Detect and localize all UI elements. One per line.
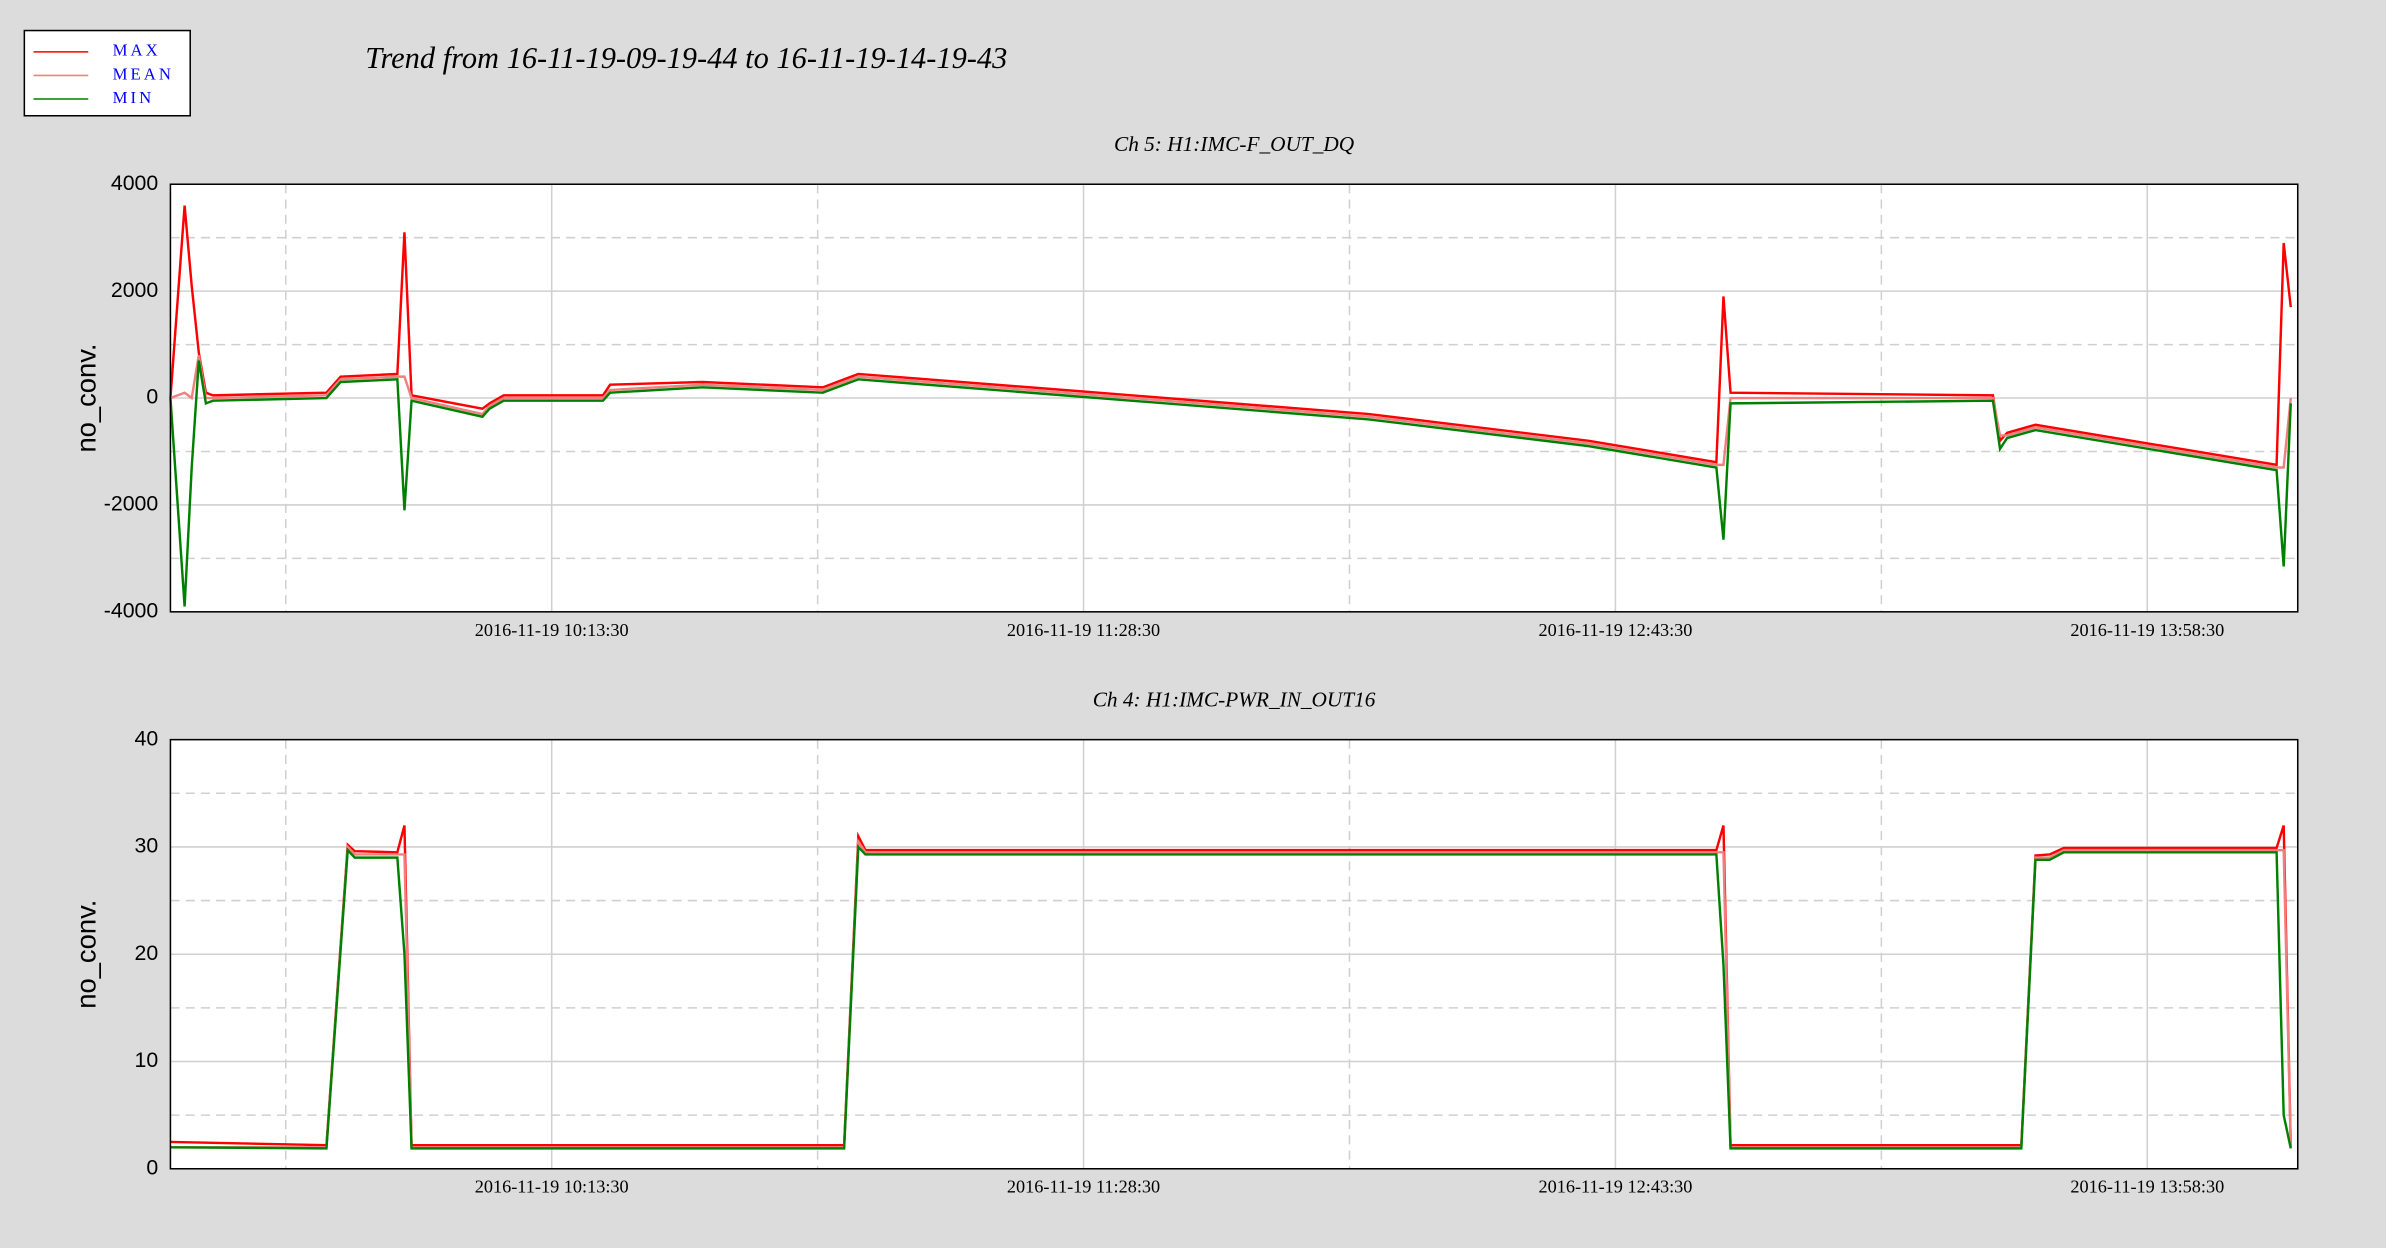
y-tick-label: 30 (135, 834, 159, 858)
y-axis-label: no_conv. (70, 900, 101, 1009)
legend-label: MAX (113, 41, 161, 60)
chart-title: Ch 5: H1:IMC-F_OUT_DQ (1114, 132, 1354, 156)
x-tick-label: 2016-11-19 11:28:30 (1007, 1177, 1160, 1197)
x-tick-label: 2016-11-19 13:58:30 (2070, 620, 2224, 640)
x-tick-label: 2016-11-19 13:58:30 (2070, 1177, 2224, 1197)
y-tick-label: 2000 (111, 278, 159, 302)
plot-frame (169, 183, 2299, 613)
x-tick-label: 2016-11-19 11:28:30 (1007, 620, 1160, 640)
x-tick-label: 2016-11-19 12:43:30 (1538, 620, 1692, 640)
x-tick-label: 2016-11-19 10:13:30 (475, 1177, 629, 1197)
y-tick-label: -4000 (104, 598, 159, 622)
legend-label: MEAN (113, 64, 174, 83)
y-tick-label: 0 (146, 385, 158, 409)
y-tick-label: 4000 (111, 171, 159, 195)
y-tick-label: 0 (146, 1155, 158, 1179)
series-line (169, 360, 2292, 607)
y-axis-label: no_conv. (70, 343, 101, 452)
page-title: Trend from 16-11-19-09-19-44 to 16-11-19… (365, 41, 1007, 75)
x-tick-label: 2016-11-19 10:13:30 (475, 620, 629, 640)
series-line (169, 355, 2292, 469)
legend-box (23, 29, 191, 117)
chart-title: Ch 4: H1:IMC-PWR_IN_OUT16 (1093, 687, 1376, 711)
y-tick-label: 10 (135, 1048, 159, 1072)
y-tick-label: 40 (135, 726, 159, 750)
series-line (170, 837, 2292, 1149)
x-tick-label: 2016-11-19 12:43:30 (1538, 1177, 1692, 1197)
y-tick-label: 20 (135, 941, 159, 965)
series-line (170, 844, 2292, 1150)
series-line (170, 825, 2292, 1147)
legend-label: MIN (113, 88, 155, 107)
y-tick-label: -2000 (104, 492, 159, 516)
plot-frame (169, 738, 2299, 1170)
